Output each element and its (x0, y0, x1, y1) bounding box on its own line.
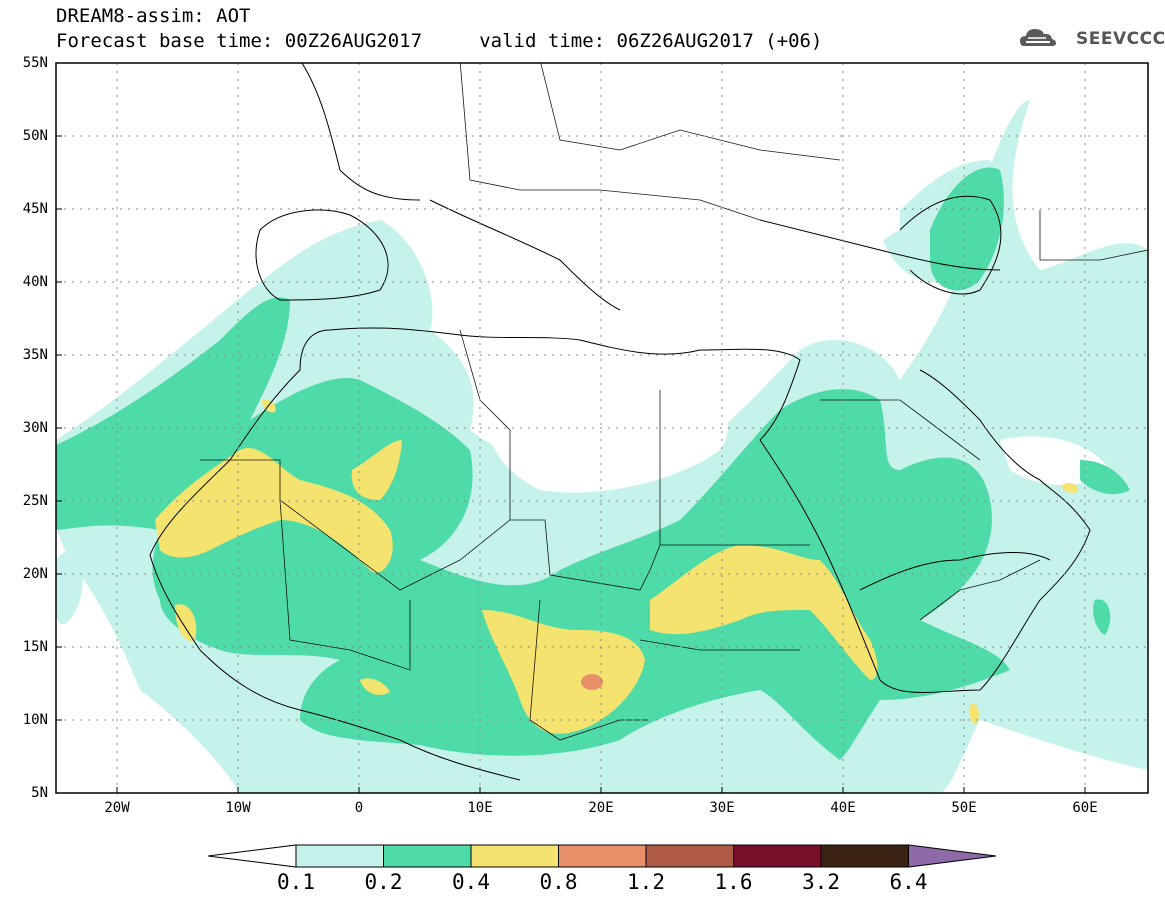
lon-label: 10W (225, 800, 251, 816)
lon-label: 10E (467, 800, 493, 816)
lat-label: 45N (22, 201, 48, 217)
lat-label: 15N (22, 639, 48, 655)
title-product: DREAM8-assim: AOT (56, 5, 251, 27)
colorbar-label: 1.6 (714, 870, 753, 894)
lat-label: 35N (22, 347, 48, 363)
lon-label: 20E (588, 800, 614, 816)
country-borders (200, 63, 1148, 741)
colorbar-label: 0.4 (452, 870, 490, 894)
colorbar-label: 1.2 (627, 870, 665, 894)
lat-label: 20N (22, 566, 48, 582)
colorbar-label: 6.4 (889, 870, 928, 894)
axis-ticks (56, 135, 1086, 793)
lon-label: 50E (951, 800, 977, 816)
aot-level-0.4 (155, 399, 1079, 734)
colorbar-label: 0.2 (364, 870, 403, 894)
colorbar-label: 0.1 (277, 870, 315, 894)
lat-label: 30N (22, 420, 48, 436)
lon-label: 0 (354, 800, 364, 816)
coastlines (149, 63, 1091, 781)
lat-label: 5N (31, 785, 48, 801)
lon-label: 60E (1072, 800, 1098, 816)
lat-label: 50N (22, 128, 48, 144)
colorbar-label: 3.2 (802, 870, 840, 894)
lon-label: 40E (830, 800, 856, 816)
title-times: Forecast base time: 00Z26AUG2017 valid t… (56, 30, 823, 52)
lon-label: 30E (709, 800, 735, 816)
lon-label: 20W (104, 800, 130, 816)
colorbar-label: 0.8 (539, 870, 578, 894)
lat-label: 55N (22, 55, 48, 71)
lat-label: 40N (22, 274, 48, 290)
logo-text: SEEVCCC (1076, 29, 1165, 49)
aot-level-0.8 (581, 674, 603, 690)
grid-lines (56, 63, 1148, 793)
cloud-logo-icon (1020, 29, 1056, 46)
lat-label: 25N (22, 493, 48, 509)
lat-label: 10N (22, 712, 48, 728)
